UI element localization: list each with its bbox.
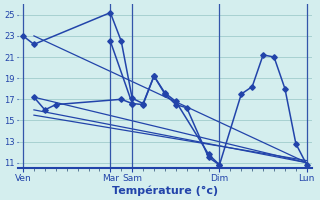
X-axis label: Température (°c): Température (°c) [112, 185, 218, 196]
